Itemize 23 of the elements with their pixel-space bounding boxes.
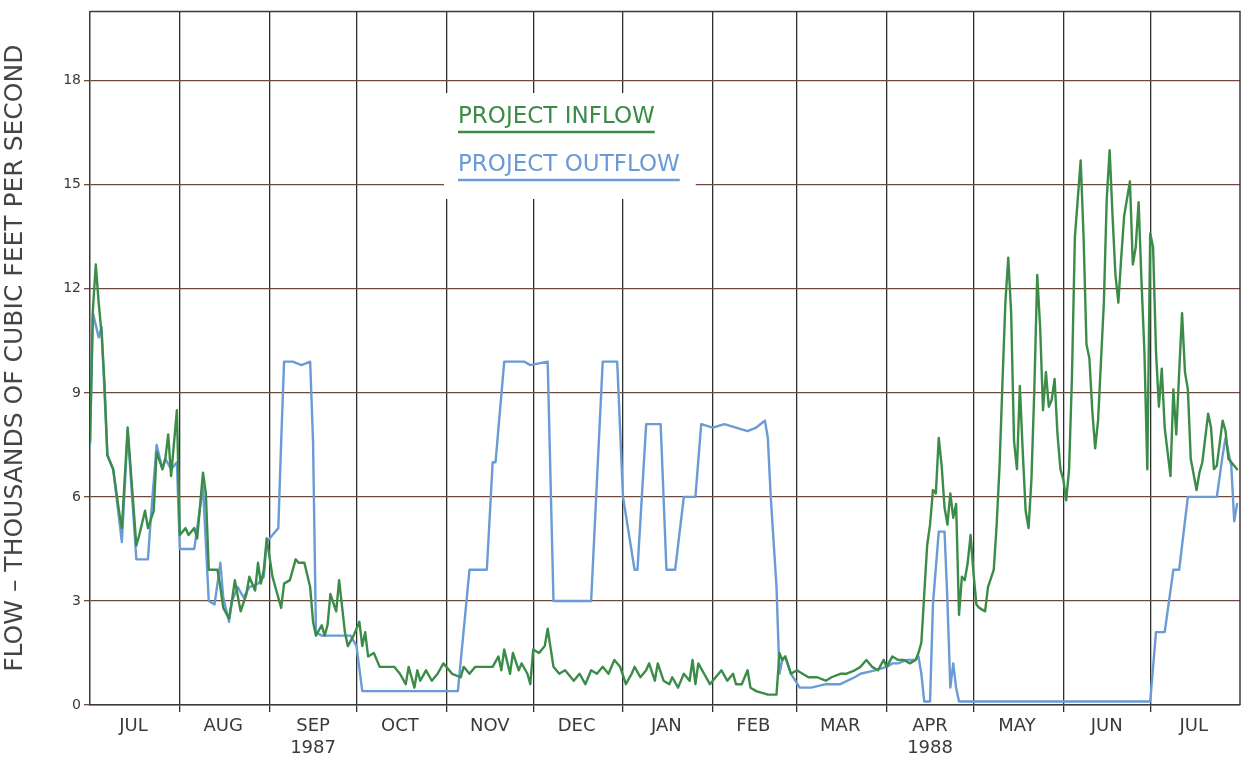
y-tick-label: 6	[72, 487, 82, 504]
y-tick-label: 12	[63, 279, 81, 296]
x-tick-label: JUN	[1089, 714, 1123, 736]
x-tick-label: MAY	[998, 714, 1037, 736]
y-tick-label: 18	[63, 71, 81, 88]
y-tick-label: 3	[72, 591, 81, 608]
x-tick-label: OCT	[381, 714, 420, 736]
x-tick-label: JUL	[118, 714, 148, 736]
x-tick-label: JUL	[1178, 714, 1208, 736]
x-tick-label: FEB	[736, 714, 771, 736]
x-tick-label: JAN	[650, 714, 682, 736]
y-tick-label: 9	[72, 383, 81, 400]
x-tick-label: DEC	[557, 714, 596, 736]
text: PROJECT INFLOW	[458, 101, 655, 128]
x-tick-label: NOV	[469, 714, 511, 736]
x-tick-label: AUG	[203, 714, 243, 736]
y-tick-label: 15	[63, 175, 81, 192]
text: PROJECT OUTFLOW	[458, 149, 680, 176]
y-tick-label: 0	[72, 695, 81, 712]
y-axis-title: FLOW – THOUSANDS OF CUBIC FEET PER SECOND	[0, 44, 28, 672]
x-tick-label: APR 1988	[907, 714, 953, 758]
x-tick-label: MAR	[820, 714, 861, 736]
x-tick-label: SEP 1987	[290, 714, 336, 758]
